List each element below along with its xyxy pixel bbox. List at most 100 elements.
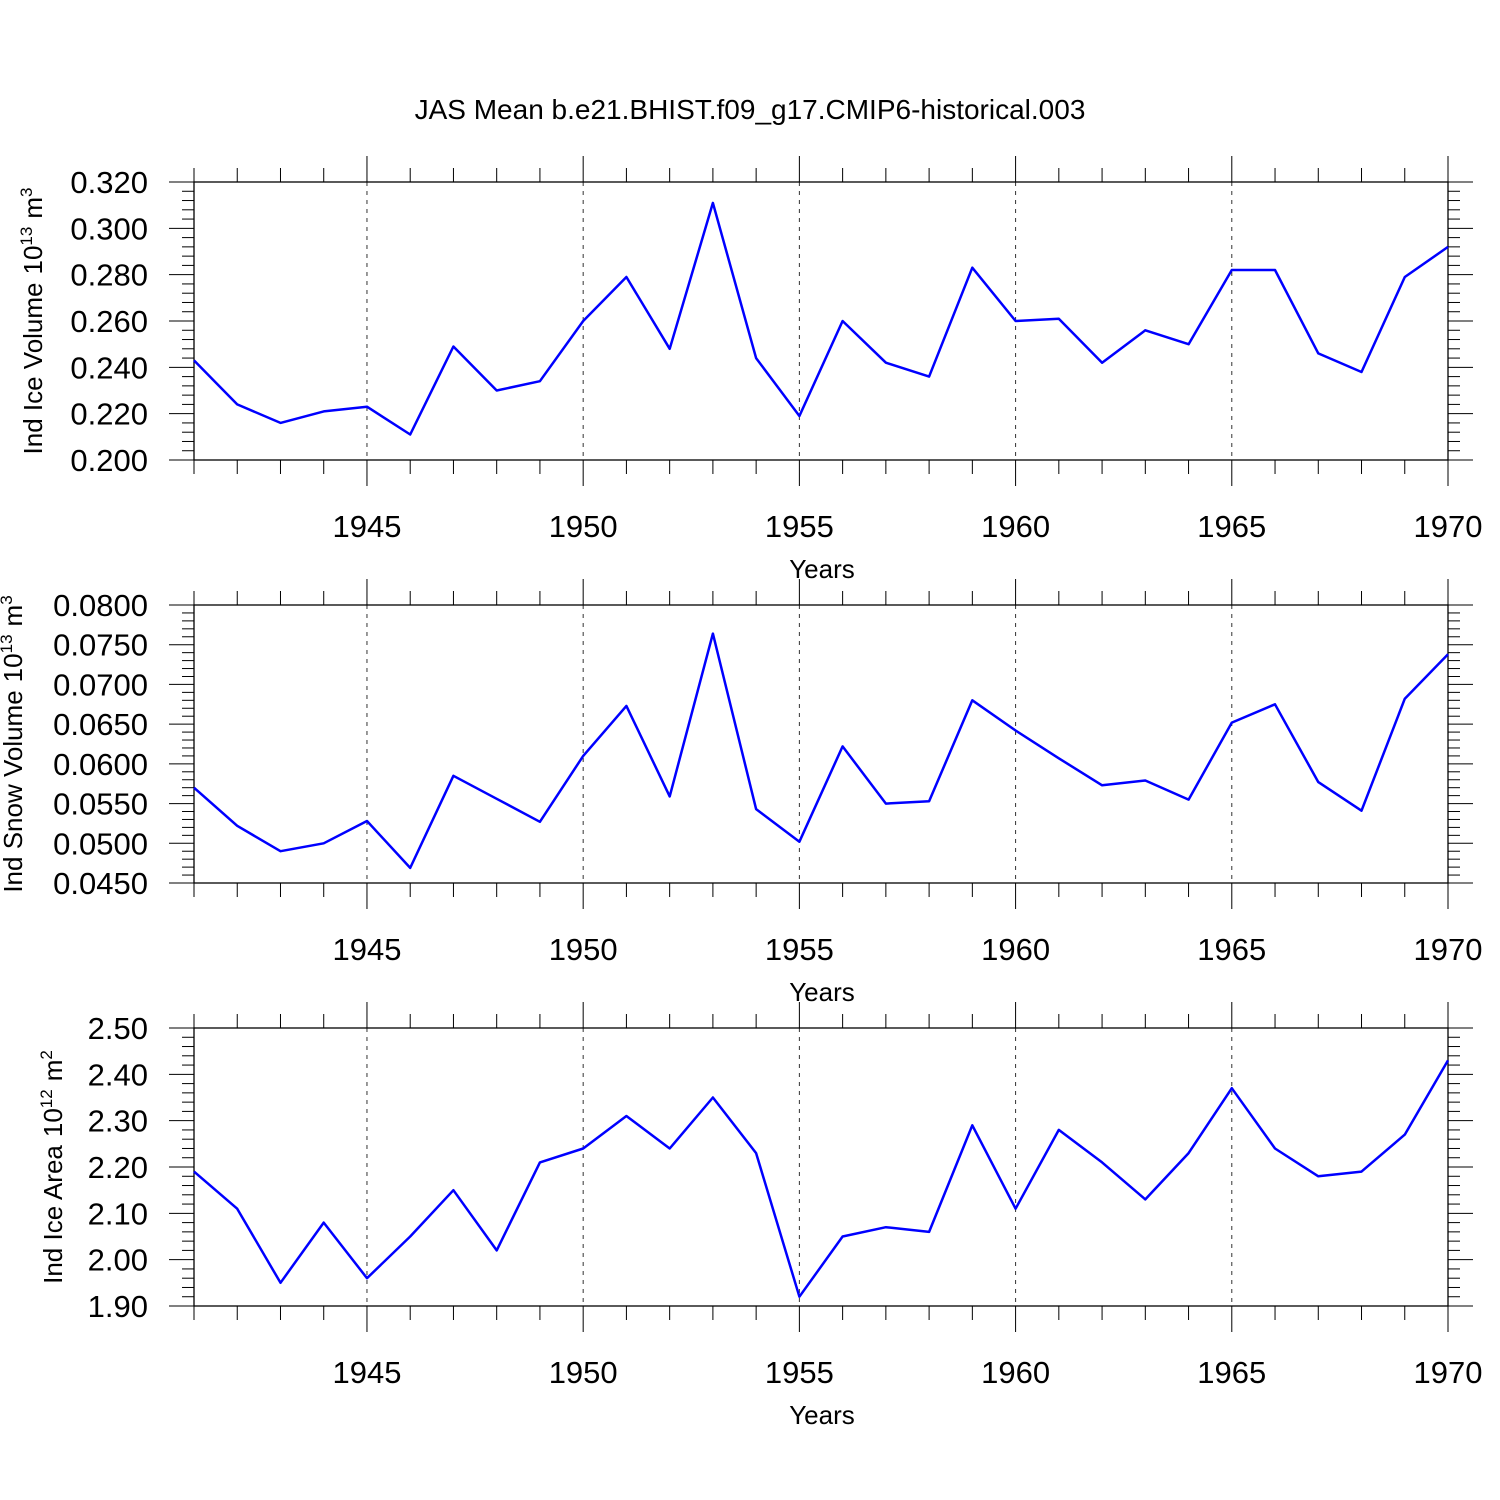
data-point: [365, 819, 369, 823]
data-point: [841, 1235, 845, 1239]
y-axis-label: Ind Ice Area 1012 m2: [37, 1050, 68, 1284]
data-point: [1057, 1128, 1061, 1132]
y-tick-label: 0.200: [70, 443, 148, 478]
data-point: [1187, 798, 1191, 802]
data-point: [1360, 1170, 1364, 1174]
data-point: [278, 421, 282, 425]
data-point: [581, 1146, 585, 1150]
data-point: [1230, 721, 1234, 725]
data-point: [322, 409, 326, 413]
data-point: [408, 1235, 412, 1239]
x-tick-label: 1960: [981, 932, 1050, 967]
data-point: [927, 375, 931, 379]
data-point: [1014, 1207, 1018, 1211]
y-tick-label: 0.320: [70, 165, 148, 200]
panel-1: 1945 1950 1955 1960 1965 1970 Years 0.200 0.220 0…: [17, 156, 1482, 584]
data-point: [668, 347, 672, 351]
data-point: [1446, 652, 1450, 656]
y-tick-label: 0.300: [70, 211, 148, 246]
data-point: [797, 414, 801, 418]
y-tick-label: 2.30: [88, 1104, 148, 1139]
y-axis-unit-m: m: [38, 1060, 68, 1082]
y-axis-unit-exponent: 12: [37, 1089, 56, 1108]
data-point: [1446, 1058, 1450, 1062]
data-point: [754, 1151, 758, 1155]
series-line: [193, 632, 1449, 870]
data-point: [1014, 728, 1018, 732]
x-tick-label: 1955: [765, 932, 834, 967]
data-point: [322, 1221, 326, 1225]
x-tick-label: 1950: [549, 932, 618, 967]
y-tick-label: 2.50: [88, 1011, 148, 1046]
y-tick-label: 0.0600: [53, 747, 148, 782]
data-point: [1403, 275, 1407, 279]
data-point: [711, 201, 715, 205]
data-point: [668, 794, 672, 798]
y-tick-label: 0.280: [70, 258, 148, 293]
data-point: [495, 797, 499, 801]
y-axis-unit-base: 10: [38, 1108, 68, 1137]
data-point: [1230, 268, 1234, 272]
x-tick-label: 1970: [1414, 932, 1483, 967]
x-tick-label: 1950: [549, 1355, 618, 1390]
data-point: [538, 1160, 542, 1164]
data-point: [192, 1170, 196, 1174]
data-point: [1316, 351, 1320, 355]
data-point: [322, 841, 326, 845]
data-point: [1187, 342, 1191, 346]
data-point: [495, 1248, 499, 1252]
data-point: [192, 358, 196, 362]
x-tick-label: 1955: [765, 1355, 834, 1390]
data-point: [1100, 1160, 1104, 1164]
y-axis-label-name: Ind Snow Volume: [0, 690, 28, 892]
x-tick-label: 1970: [1414, 509, 1483, 544]
data-point: [668, 1146, 672, 1150]
y-tick-label: 2.20: [88, 1150, 148, 1185]
y-axis-label-name: Ind Ice Volume: [18, 282, 48, 454]
data-point: [884, 802, 888, 806]
y-tick-label: 0.0700: [53, 667, 148, 702]
data-point: [754, 356, 758, 360]
data-point: [408, 866, 412, 870]
y-tick-label: 0.0750: [53, 628, 148, 663]
data-point: [624, 1114, 628, 1118]
data-point: [1316, 780, 1320, 784]
data-point: [927, 1230, 931, 1234]
data-point: [235, 402, 239, 406]
data-point: [365, 405, 369, 409]
panel-3: 1945 1950 1955 1960 1965 1970 Years 1.90 2.00 2.1…: [37, 1002, 1482, 1430]
series-line: [193, 1059, 1450, 1298]
series-line: [193, 201, 1449, 436]
data-point: [797, 1295, 801, 1299]
data-point: [451, 774, 455, 778]
y-tick-label: 0.0550: [53, 787, 148, 822]
x-tick-label: 1965: [1197, 932, 1266, 967]
data-point: [841, 319, 845, 323]
y-axis-unit-m-exponent: 2: [37, 1050, 56, 1059]
data-point: [927, 799, 931, 803]
data-point: [841, 744, 845, 748]
data-point: [1273, 268, 1277, 272]
x-tick-label: 1965: [1197, 1355, 1266, 1390]
x-tick-label: 1945: [332, 509, 401, 544]
plot-frame: [193, 604, 1449, 884]
data-point: [1057, 756, 1061, 760]
y-tick-label: 2.00: [88, 1243, 148, 1278]
x-tick-label: 1955: [765, 509, 834, 544]
y-axis-unit-m-exponent: 3: [0, 595, 16, 604]
data-point: [408, 433, 412, 437]
y-axis-unit-base: 10: [0, 653, 28, 682]
data-point: [365, 1276, 369, 1280]
x-axis-label: Years: [789, 977, 855, 1007]
y-axis-label: Ind Ice Volume 1013 m3: [17, 188, 48, 455]
data-point: [624, 275, 628, 279]
data-point: [970, 266, 974, 270]
data-point: [711, 1096, 715, 1100]
data-point: [1143, 1197, 1147, 1201]
data-point: [538, 379, 542, 383]
x-axis-label: Years: [789, 554, 855, 584]
data-point: [581, 319, 585, 323]
data-point: [451, 344, 455, 348]
data-point: [235, 824, 239, 828]
